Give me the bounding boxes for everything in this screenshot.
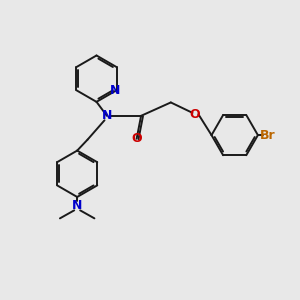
Text: N: N <box>110 84 120 97</box>
Text: O: O <box>189 108 200 121</box>
Text: Br: Br <box>260 129 275 142</box>
Text: N: N <box>102 109 112 122</box>
Text: O: O <box>131 132 142 145</box>
Text: N: N <box>72 200 83 212</box>
